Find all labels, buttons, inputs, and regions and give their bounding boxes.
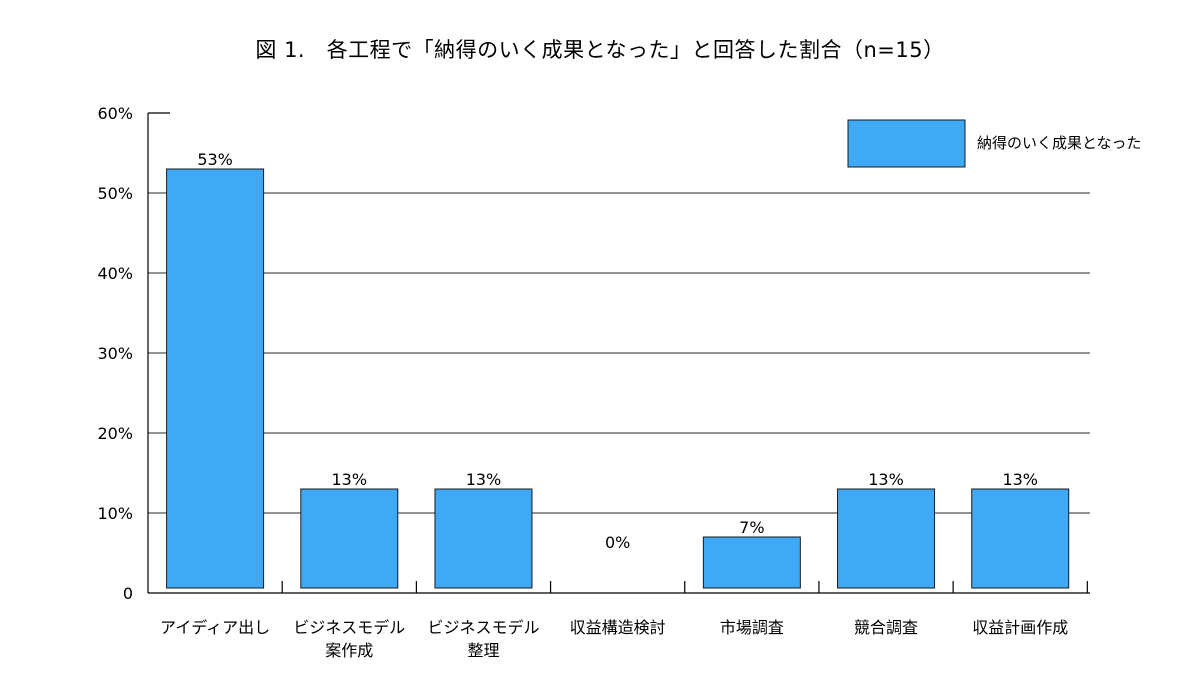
bar xyxy=(166,168,265,589)
chart-title: 図 1. 各工程で「納得のいく成果となった」と回答した割合（n=15） xyxy=(255,38,945,62)
bar xyxy=(434,488,533,589)
y-tick-label: 40% xyxy=(97,264,133,283)
data-label: 13% xyxy=(868,470,904,489)
data-label: 13% xyxy=(466,470,502,489)
data-labels: 53% 13% 13% 0% 7% 13% 13% xyxy=(197,150,1038,552)
legend-label: 納得のいく成果となった xyxy=(977,134,1142,152)
x-tick-label: 競合調査 xyxy=(854,618,918,637)
x-tick-label: ビジネスモデル xyxy=(293,618,405,637)
bars xyxy=(166,168,1070,589)
bar xyxy=(702,536,801,589)
y-tick-label: 20% xyxy=(97,424,133,443)
bar xyxy=(971,488,1070,589)
data-label: 13% xyxy=(1002,470,1038,489)
x-tick-label: 整理 xyxy=(467,641,499,660)
x-tick-label: アイディア出し xyxy=(160,618,270,637)
y-tick-label: 10% xyxy=(97,504,133,523)
legend: 納得のいく成果となった xyxy=(847,119,1142,168)
x-tick-label: 案作成 xyxy=(325,641,373,660)
data-label: 13% xyxy=(332,470,368,489)
gridlines xyxy=(148,192,1090,514)
y-tick-label: 30% xyxy=(97,344,133,363)
y-tick-label: 60% xyxy=(97,104,133,123)
bar xyxy=(300,488,399,589)
data-label: 53% xyxy=(197,150,233,169)
bar xyxy=(837,488,936,589)
x-tick-label: 収益計画作成 xyxy=(972,618,1068,637)
y-tick-label: 50% xyxy=(97,184,133,203)
x-tick-label: 収益構造検討 xyxy=(570,618,666,637)
x-tick-label: ビジネスモデル xyxy=(427,618,539,637)
data-label: 0% xyxy=(605,533,630,552)
x-tick-label: 市場調査 xyxy=(720,618,784,637)
y-tick-label: 0 xyxy=(123,584,133,603)
axes: 010%20%30%40%50%60%アイディア出し ビジネスモデル案作成ビジネス… xyxy=(97,104,1090,660)
legend-swatch xyxy=(847,119,966,168)
data-label: 7% xyxy=(739,518,764,537)
